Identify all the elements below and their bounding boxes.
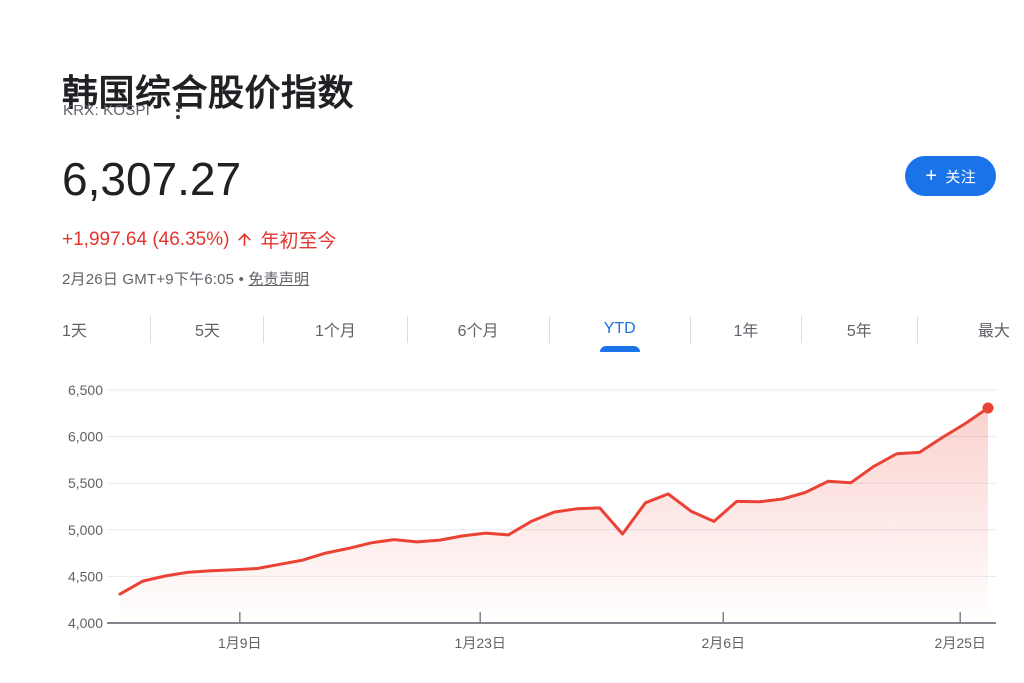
tab-divider (800, 315, 802, 343)
tab-ytd[interactable]: YTD (550, 306, 690, 352)
meta-separator: • (238, 271, 245, 288)
tab-label: 5年 (846, 323, 872, 340)
quote-meta: 2月26日 GMT+9下午6:05 • 免责声明 (62, 268, 309, 289)
tab-label: 6个月 (457, 323, 499, 340)
plus-icon: + (925, 165, 938, 187)
change-period-label: 年初至今 (260, 231, 337, 252)
y-axis-label: 4,000 (68, 615, 103, 631)
page-title: 韩国综合股价指数 (62, 72, 355, 114)
tab-1d[interactable]: 1天 (62, 306, 150, 352)
tab-label: 1天 (62, 323, 87, 340)
tab-6m[interactable]: 6个月 (408, 306, 549, 352)
tab-label: 1年 (733, 323, 759, 340)
y-axis-label: 6,500 (68, 382, 103, 398)
kebab-menu-icon[interactable] (174, 100, 182, 121)
price-line (118, 406, 990, 596)
tab-1y[interactable]: 1年 (691, 306, 801, 352)
tab-divider (263, 315, 265, 343)
arrow-up-icon (238, 233, 252, 246)
tab-label: YTD (603, 320, 636, 337)
disclaimer-link[interactable]: 免责声明 (248, 271, 310, 288)
x-axis-label: 2月25日 (935, 635, 986, 651)
current-price: 6,307.27 (62, 153, 242, 205)
symbol-row: KRX: KOSPI (63, 100, 182, 121)
tab-label: 最大 (977, 323, 1010, 340)
tab-max[interactable]: 最大 (918, 306, 1010, 352)
price-change-row: +1,997.64 (46.35%) 年初至今 (62, 226, 336, 253)
x-axis-label: 1月9日 (218, 635, 262, 651)
x-axis-label: 2月6日 (701, 635, 745, 651)
end-point-dot (982, 402, 994, 414)
tab-5d[interactable]: 5天 (151, 306, 263, 352)
tab-divider (916, 315, 918, 343)
follow-button[interactable]: + 关注 (905, 156, 996, 196)
y-axis-label: 5,500 (68, 475, 103, 491)
y-axis-label: 6,000 (68, 429, 103, 445)
x-axis-label: 1月23日 (455, 635, 506, 651)
tab-divider (406, 315, 408, 343)
quote-timestamp: 2月26日 GMT+9下午6:05 (62, 271, 235, 288)
tab-divider (548, 315, 550, 343)
tab-divider (689, 315, 691, 343)
follow-button-label: 关注 (945, 168, 976, 186)
tab-label: 5天 (194, 323, 220, 340)
y-axis-label: 4,500 (68, 568, 103, 584)
time-range-tabs: 1天 5天 1个月 6个月 YTD 1年 5年 最大 (62, 306, 1010, 352)
tab-1m[interactable]: 1个月 (264, 306, 406, 352)
y-axis-label: 5,000 (68, 522, 103, 538)
active-tab-indicator (599, 346, 640, 352)
price-change-value: +1,997.64 (46.35%) (62, 228, 230, 250)
area-fill (120, 408, 988, 623)
tab-label: 1个月 (315, 323, 356, 340)
exchange-symbol: KRX: KOSPI (63, 101, 151, 119)
tab-5y[interactable]: 5年 (802, 306, 917, 352)
tab-divider (150, 315, 152, 343)
